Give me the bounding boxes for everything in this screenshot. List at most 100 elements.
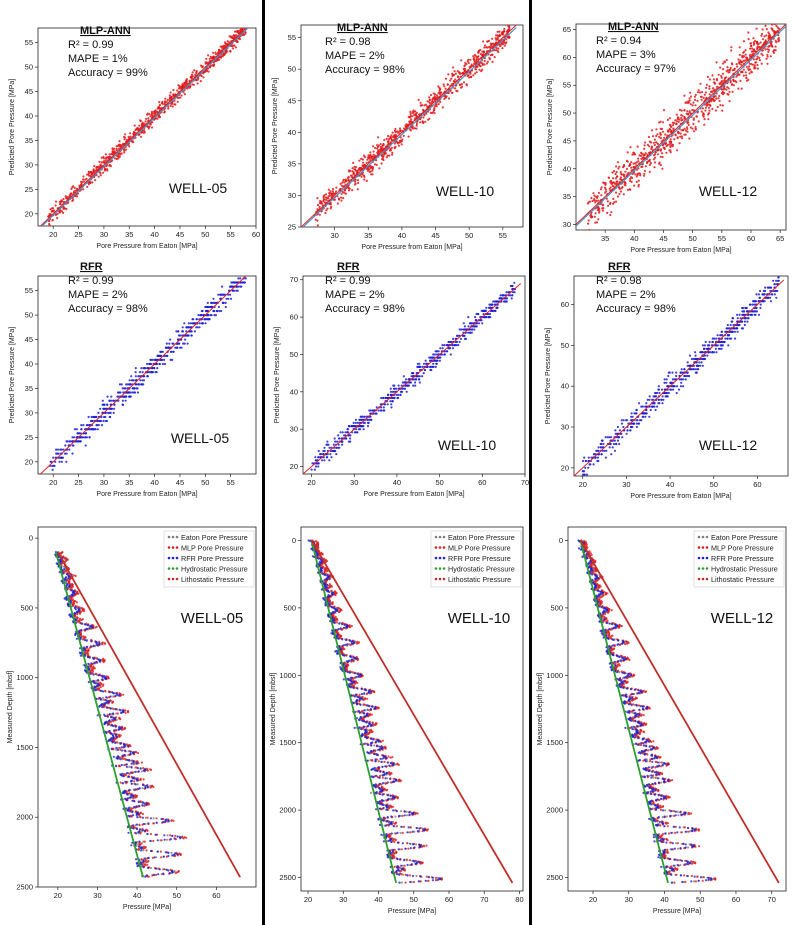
data-point bbox=[508, 25, 511, 28]
data-point bbox=[358, 159, 361, 162]
data-point bbox=[752, 58, 755, 61]
data-point bbox=[654, 391, 657, 395]
data-point bbox=[494, 300, 497, 303]
data-point bbox=[390, 146, 393, 149]
data-point bbox=[511, 284, 514, 288]
data-point bbox=[638, 154, 641, 157]
data-point bbox=[409, 381, 413, 384]
x-tick-label: 45 bbox=[659, 234, 667, 243]
data-point bbox=[717, 97, 720, 100]
data-point bbox=[652, 141, 656, 144]
data-point bbox=[617, 436, 621, 439]
data-point bbox=[775, 296, 778, 299]
data-point bbox=[241, 22, 243, 24]
data-point bbox=[701, 364, 704, 367]
data-point bbox=[136, 387, 139, 390]
data-point bbox=[184, 338, 187, 341]
data-point bbox=[335, 453, 338, 456]
data-point bbox=[379, 143, 382, 146]
data-point bbox=[181, 83, 184, 86]
data-point bbox=[654, 156, 657, 159]
data-point bbox=[131, 379, 134, 382]
data-point bbox=[702, 96, 705, 99]
data-point bbox=[128, 379, 131, 382]
data-point bbox=[686, 371, 689, 374]
x-tick-label: 20 bbox=[49, 230, 57, 239]
data-point bbox=[601, 209, 605, 212]
data-point bbox=[108, 153, 111, 156]
data-point bbox=[640, 165, 643, 169]
data-point bbox=[167, 346, 170, 349]
x-tick-label: 50 bbox=[688, 234, 696, 243]
data-point bbox=[235, 289, 238, 292]
data-point bbox=[649, 408, 652, 412]
data-point bbox=[689, 126, 692, 129]
data-point bbox=[495, 49, 498, 52]
data-point bbox=[125, 139, 128, 142]
data-point bbox=[474, 68, 477, 71]
data-point bbox=[353, 165, 356, 168]
data-point bbox=[638, 402, 641, 405]
data-point bbox=[720, 334, 723, 337]
data-point bbox=[387, 140, 390, 143]
data-point bbox=[49, 208, 52, 211]
data-point bbox=[436, 359, 439, 362]
data-point bbox=[620, 419, 623, 422]
data-point bbox=[730, 330, 733, 333]
data-point bbox=[491, 53, 494, 57]
data-point bbox=[464, 61, 467, 64]
data-point bbox=[598, 209, 601, 212]
data-point bbox=[693, 130, 696, 133]
data-point bbox=[643, 172, 646, 175]
data-point bbox=[607, 176, 610, 179]
data-point bbox=[318, 205, 321, 208]
data-point bbox=[233, 281, 236, 284]
data-point bbox=[656, 405, 659, 408]
data-point bbox=[230, 36, 233, 39]
data-point bbox=[165, 342, 168, 345]
column-separator-1 bbox=[262, 0, 265, 925]
data-point bbox=[721, 62, 725, 65]
data-point bbox=[489, 306, 492, 309]
data-point bbox=[97, 411, 100, 414]
data-point bbox=[231, 285, 234, 288]
data-point bbox=[198, 326, 201, 329]
data-point bbox=[51, 207, 55, 210]
data-point bbox=[423, 368, 426, 372]
data-point bbox=[462, 322, 465, 325]
data-point bbox=[318, 213, 321, 216]
data-point bbox=[587, 222, 590, 225]
data-point bbox=[729, 79, 732, 83]
data-point bbox=[618, 187, 621, 190]
data-point bbox=[483, 309, 486, 312]
data-point bbox=[639, 174, 642, 177]
data-point bbox=[666, 118, 669, 121]
data-point bbox=[393, 147, 396, 150]
data-point bbox=[686, 101, 689, 104]
data-point bbox=[161, 350, 164, 353]
data-point bbox=[416, 365, 419, 368]
data-point bbox=[195, 72, 198, 75]
data-point bbox=[182, 342, 185, 345]
x-axis-label: Pore Pressure from Eaton [MPa] bbox=[630, 247, 731, 254]
data-point bbox=[377, 409, 380, 412]
data-point bbox=[640, 152, 643, 155]
data-point bbox=[615, 170, 618, 174]
stat-text: Accuracy = 97% bbox=[596, 63, 676, 75]
data-point bbox=[753, 67, 756, 70]
data-point bbox=[144, 120, 147, 123]
stat-text: R² = 0.94 bbox=[596, 35, 642, 47]
data-point bbox=[434, 105, 437, 108]
data-point bbox=[593, 198, 596, 201]
data-point bbox=[688, 137, 691, 140]
data-point bbox=[189, 322, 192, 325]
data-point bbox=[415, 122, 418, 126]
data-point bbox=[141, 379, 144, 382]
data-point bbox=[660, 152, 664, 155]
data-point bbox=[105, 156, 108, 159]
data-point bbox=[610, 436, 613, 439]
data-point bbox=[455, 340, 458, 344]
data-point bbox=[99, 407, 102, 410]
data-point bbox=[458, 83, 461, 87]
data-point bbox=[630, 161, 633, 164]
